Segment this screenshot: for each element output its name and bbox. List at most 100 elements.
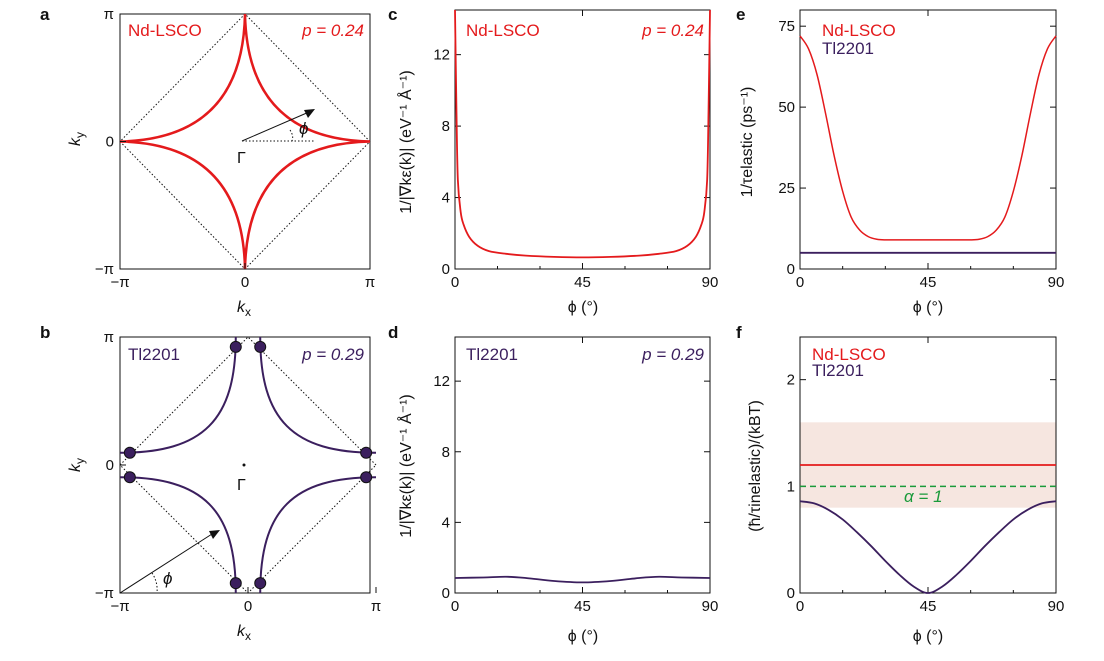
panel-b-letter: b: [40, 323, 50, 342]
panel-b-gamma-label: Γ: [237, 477, 246, 494]
panel-f-ticks: 0 45 90 0 1 2: [787, 337, 1065, 615]
x-tick-label: 0: [451, 274, 459, 291]
hot-spot-marker: [229, 340, 242, 353]
y-tick-label: 25: [778, 180, 795, 197]
y-tick-label: 75: [778, 18, 795, 35]
panel-b-material: Tl2201: [128, 345, 180, 364]
panel-e-letter: e: [736, 5, 745, 24]
x-tick-label: 45: [574, 598, 591, 615]
x-tick-label: 0: [451, 598, 459, 615]
panel-d-doping: p = 0.29: [641, 345, 704, 364]
panel-a: a ϕ Γ Nd-LSCO p = 0.24 −π 0 π π 0 −π kx ky: [40, 5, 375, 319]
x-tick-label: 90: [1048, 274, 1065, 291]
panel-d-ticks: 0 45 90 0 4 8 12: [433, 337, 718, 615]
fermi-pocket: [259, 476, 377, 594]
panel-c-xlabel: ϕ (°): [568, 299, 598, 316]
panel-f-xlabel: ϕ (°): [913, 628, 943, 645]
panel-a-arrow-head: [304, 109, 315, 118]
panel-a-fermi-surface: [119, 13, 371, 270]
panel-a-gamma-label: Γ: [237, 150, 246, 167]
fermi-pocket: [119, 336, 237, 454]
fermi-pocket: [259, 336, 377, 454]
panel-c-ticks: 0 45 90 0 4 8 12: [433, 10, 718, 291]
y-tick-label: 50: [778, 99, 795, 116]
panel-b-brillouin-zone: [119, 336, 377, 594]
panel-b-doping: p = 0.29: [301, 345, 364, 364]
panel-b-fermi-surface: [119, 336, 377, 594]
y-tick-label: 8: [442, 118, 450, 135]
panel-d-frame: [454, 336, 711, 594]
hot-spot-marker: [254, 577, 267, 590]
panel-d: d 0 45 90 0 4 8 12 Tl2201 p = 0.29 ϕ (°) 1/|∇k…: [388, 323, 718, 645]
y-tick-label: 4: [442, 190, 450, 207]
panel-c-series-nd-lsco: [454, 9, 711, 259]
x-tick-label: 0: [796, 598, 804, 615]
panel-d-series-tl2201: [454, 575, 711, 584]
y-tick-label: 2: [787, 372, 795, 389]
panel-e: e 0 45 90 0 25 50 75 Nd-LSCO Tl2201 ϕ (°) 1/τe…: [736, 5, 1064, 316]
panel-a-letter: a: [40, 5, 50, 24]
x-tick-label: −π: [110, 598, 129, 615]
x-tick-label: 90: [702, 598, 719, 615]
y-tick-label: 12: [433, 373, 450, 390]
x-tick-label: π: [371, 598, 381, 615]
y-tick-label: 12: [433, 47, 450, 64]
zone-boundary-diamond: [119, 336, 377, 594]
panel-f-series-tl2201: [799, 500, 1057, 594]
panel-e-xlabel: ϕ (°): [913, 299, 943, 316]
y-tick-label: −π: [95, 585, 114, 602]
panel-a-material: Nd-LSCO: [128, 21, 202, 40]
panel-f-ylabel: (ħ/τinelastic)/(kBT): [747, 400, 764, 532]
panel-d-xlabel: ϕ (°): [568, 628, 598, 645]
panel-b-xlabel: kx: [237, 623, 251, 643]
zone-boundary-diamond: [119, 13, 371, 270]
panel-b-phi-arc: [151, 572, 158, 594]
panel-f-letter: f: [736, 323, 742, 342]
panel-a-ticks: −π 0 π π 0 −π: [95, 6, 375, 291]
y-tick-label: 1: [787, 478, 795, 495]
panel-e-series-nd-lsco: [799, 35, 1057, 241]
hot-spot-marker: [254, 340, 267, 353]
panel-b-gamma-point: [242, 463, 246, 467]
panel-c-frame: [454, 9, 711, 270]
y-tick-label: π: [104, 329, 114, 346]
hot-spot-marker: [123, 471, 136, 484]
panel-b-arrow-head: [209, 530, 220, 539]
y-tick-label: π: [104, 6, 114, 23]
panel-a-phi-arc: [289, 129, 294, 142]
x-tick-label: 45: [920, 598, 937, 615]
panel-b-ylabel: ky: [67, 458, 87, 472]
panel-c: c 0 45 90 0 4 8 12 Nd-LSCO p = 0.24 ϕ (°) 1/|∇…: [388, 5, 718, 316]
panel-b-phi-label: ϕ: [163, 569, 172, 588]
panel-e-ylabel: 1/τelastic (ps⁻¹): [739, 87, 756, 198]
y-tick-label: 0: [106, 134, 114, 151]
panel-f: f 0 45 90 0 1 2 Nd-LSCO Tl2201 α = 1 ϕ (°) (ħ…: [736, 323, 1064, 645]
x-tick-label: 0: [796, 274, 804, 291]
x-tick-label: π: [365, 274, 375, 291]
panel-c-doping: p = 0.24: [641, 21, 704, 40]
y-tick-label: 4: [442, 514, 450, 531]
hot-spot-marker: [123, 446, 136, 459]
y-tick-label: 0: [787, 585, 795, 602]
panel-a-xlabel: kx: [237, 299, 251, 319]
x-tick-label: 90: [1048, 598, 1065, 615]
x-tick-label: −π: [110, 274, 129, 291]
panel-f-legend-tl2201: Tl2201: [812, 361, 864, 380]
panel-a-frame: [119, 13, 371, 270]
panel-c-material: Nd-LSCO: [466, 21, 540, 40]
panel-b-ticks: −π 0 π π 0 −π: [95, 329, 381, 615]
panel-a-ylabel: ky: [67, 132, 87, 146]
x-tick-label: 0: [241, 274, 249, 291]
x-tick-label: 0: [244, 598, 252, 615]
y-tick-label: 0: [442, 585, 450, 602]
y-tick-label: 0: [106, 457, 114, 474]
panel-b: b ϕ Γ Tl2201 p = 0.29 −π 0 π π 0 −π kx ky: [40, 323, 381, 643]
x-tick-label: 45: [920, 274, 937, 291]
panel-d-material: Tl2201: [466, 345, 518, 364]
panel-a-doping: p = 0.24: [301, 21, 364, 40]
panel-f-legend-nd-lsco: Nd-LSCO: [812, 345, 886, 364]
panel-e-ticks: 0 45 90 0 25 50 75: [778, 10, 1064, 291]
hot-spot-marker: [360, 446, 373, 459]
x-tick-label: 45: [574, 274, 591, 291]
